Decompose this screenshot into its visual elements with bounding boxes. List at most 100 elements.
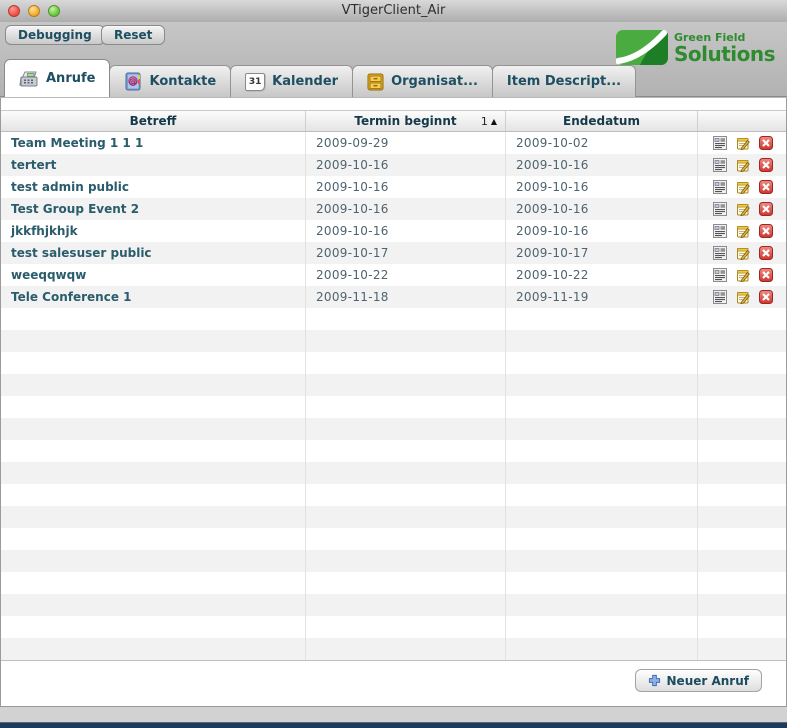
table-row[interactable]: test admin public 2009-10-16 2009-10-16	[1, 176, 786, 198]
cell-betreff[interactable]: Team Meeting 1 1 1	[1, 132, 306, 154]
tab-organisationen[interactable]: Organisat...	[352, 65, 493, 97]
edit-icon[interactable]	[736, 136, 750, 150]
neuer-anruf-button[interactable]: Neuer Anruf	[634, 669, 762, 692]
cell-betreff[interactable]: tertert	[1, 154, 306, 176]
edit-icon[interactable]	[736, 180, 750, 194]
column-header-betreff[interactable]: Betreff	[1, 111, 306, 131]
cell-termin-beginnt	[306, 594, 506, 616]
details-icon[interactable]	[713, 180, 727, 194]
table-row[interactable]: Tele Conference 1 2009-11-18 2009-11-19	[1, 286, 786, 308]
cell-termin-beginnt	[306, 572, 506, 594]
edit-icon[interactable]	[736, 158, 750, 172]
cell-betreff[interactable]	[1, 462, 306, 484]
cell-betreff[interactable]: test salesuser public	[1, 242, 306, 264]
cell-termin-beginnt: 2009-10-16	[306, 198, 506, 220]
cell-betreff[interactable]: Test Group Event 2	[1, 198, 306, 220]
cell-actions	[698, 330, 786, 352]
cell-betreff[interactable]	[1, 550, 306, 572]
delete-icon[interactable]	[759, 180, 773, 194]
details-icon[interactable]	[713, 246, 727, 260]
table-body: Team Meeting 1 1 1 2009-09-29 2009-10-02	[1, 132, 786, 661]
close-button[interactable]	[8, 5, 20, 17]
cell-betreff[interactable]	[1, 374, 306, 396]
cell-betreff[interactable]	[1, 330, 306, 352]
green-field-solutions-logo: Green Field Solutions	[615, 30, 776, 65]
table-row[interactable]: test salesuser public 2009-10-17 2009-10…	[1, 242, 786, 264]
cell-endedatum	[506, 440, 698, 462]
details-icon[interactable]	[713, 158, 727, 172]
sort-ascending-icon: ▲	[490, 116, 497, 126]
cell-betreff[interactable]	[1, 484, 306, 506]
tab-item-description-label: Item Descript...	[506, 74, 622, 89]
addressbook-icon: @	[124, 72, 142, 91]
edit-icon[interactable]	[736, 202, 750, 216]
delete-icon[interactable]	[759, 202, 773, 216]
tab-kontakte[interactable]: @ Kontakte	[109, 65, 232, 97]
cell-betreff[interactable]	[1, 572, 306, 594]
table-row[interactable]: tertert 2009-10-16 2009-10-16	[1, 154, 786, 176]
column-header-actions	[698, 111, 786, 131]
delete-icon[interactable]	[759, 290, 773, 304]
edit-icon[interactable]	[736, 268, 750, 282]
svg-text:@: @	[129, 77, 137, 86]
cell-actions	[698, 264, 786, 286]
cell-betreff[interactable]	[1, 396, 306, 418]
cell-betreff[interactable]: jkkfhjkhjk	[1, 220, 306, 242]
details-icon[interactable]	[713, 202, 727, 216]
debugging-button[interactable]: Debugging	[5, 25, 105, 45]
cell-termin-beginnt	[306, 528, 506, 550]
table-row[interactable]: Team Meeting 1 1 1 2009-09-29 2009-10-02	[1, 132, 786, 154]
details-icon[interactable]	[713, 268, 727, 282]
table-row-empty	[1, 594, 786, 616]
sort-indicator: 1 ▲	[481, 111, 497, 131]
cell-termin-beginnt: 2009-11-18	[306, 286, 506, 308]
table-row[interactable]: jkkfhjkhjk 2009-10-16 2009-10-16	[1, 220, 786, 242]
column-header-termin-beginnt[interactable]: Termin beginnt 1 ▲	[306, 111, 506, 131]
details-icon[interactable]	[713, 290, 727, 304]
column-header-endedatum[interactable]: Endedatum	[506, 111, 698, 131]
delete-icon[interactable]	[759, 246, 773, 260]
cell-betreff[interactable]	[1, 440, 306, 462]
cell-betreff[interactable]: weeqqwqw	[1, 264, 306, 286]
edit-icon[interactable]	[736, 246, 750, 260]
cell-termin-beginnt	[306, 616, 506, 638]
cell-betreff[interactable]: Tele Conference 1	[1, 286, 306, 308]
zoom-button[interactable]	[48, 5, 60, 17]
cell-actions	[698, 198, 786, 220]
cell-betreff[interactable]	[1, 506, 306, 528]
details-icon[interactable]	[713, 136, 727, 150]
edit-icon[interactable]	[736, 290, 750, 304]
calls-table: Betreff Termin beginnt 1 ▲ Endedatum Tea…	[1, 110, 786, 661]
details-icon[interactable]	[713, 224, 727, 238]
cell-endedatum	[506, 506, 698, 528]
cell-actions	[698, 616, 786, 638]
tab-kalender[interactable]: 31 Kalender	[230, 65, 354, 97]
table-header-row: Betreff Termin beginnt 1 ▲ Endedatum	[1, 110, 786, 132]
table-row-empty	[1, 374, 786, 396]
cell-betreff[interactable]	[1, 616, 306, 638]
delete-icon[interactable]	[759, 224, 773, 238]
delete-icon[interactable]	[759, 268, 773, 282]
cell-betreff[interactable]: test admin public	[1, 176, 306, 198]
cell-betreff[interactable]	[1, 308, 306, 330]
cell-betreff[interactable]	[1, 528, 306, 550]
reset-button[interactable]: Reset	[101, 25, 166, 45]
cell-actions	[698, 418, 786, 440]
tab-item-description[interactable]: Item Descript...	[491, 65, 637, 97]
minimize-button[interactable]	[28, 5, 40, 17]
delete-icon[interactable]	[759, 136, 773, 150]
cell-betreff[interactable]	[1, 638, 306, 660]
table-row[interactable]: weeqqwqw 2009-10-22 2009-10-22	[1, 264, 786, 286]
cell-actions	[698, 528, 786, 550]
tab-anrufe[interactable]: Anrufe	[4, 59, 111, 97]
delete-icon[interactable]	[759, 158, 773, 172]
cell-betreff[interactable]	[1, 352, 306, 374]
table-row[interactable]: Test Group Event 2 2009-10-16 2009-10-16	[1, 198, 786, 220]
cell-betreff[interactable]	[1, 594, 306, 616]
cell-termin-beginnt: 2009-10-16	[306, 176, 506, 198]
cell-actions	[698, 440, 786, 462]
edit-icon[interactable]	[736, 224, 750, 238]
cell-betreff[interactable]	[1, 418, 306, 440]
cell-actions	[698, 154, 786, 176]
